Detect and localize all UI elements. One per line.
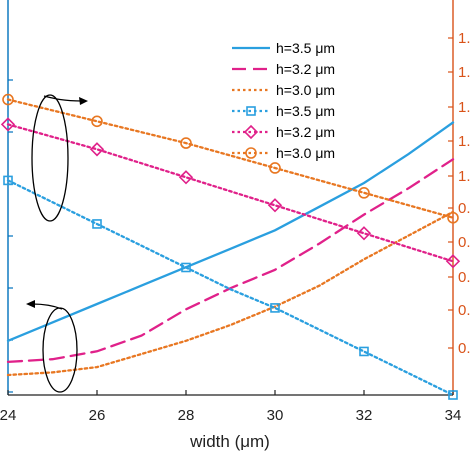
diamond-marker [178,170,194,185]
diamond-marker [356,226,372,241]
right-tick-label: 0. [458,340,471,357]
circle-marker [269,162,281,174]
right-tick-label: 1. [458,168,471,185]
square-marker [448,390,458,400]
x-tick-label: 32 [356,407,373,424]
legend-label: h=3.2 μm [276,61,335,77]
series-line-5 [6,98,455,219]
legend-label: h=3.5 μm [276,103,335,119]
right-tick-label: 1. [458,64,471,81]
diamond-marker [445,254,461,269]
circle-marker [91,115,103,128]
legend-label: h=3.0 μm [276,82,335,98]
series-line-0 [6,121,455,342]
right-tick-label: 0. [458,269,471,286]
circle-marker [447,211,459,224]
legend-label: h=3.2 μm [276,124,335,140]
series-line-2 [6,210,455,377]
series-line-4 [6,123,455,263]
circle-marker [180,137,192,149]
legend-label: h=3.5 μm [276,40,335,56]
square-marker [270,303,280,313]
right-tick-label: 1. [458,133,471,150]
annotation-ellipse [31,94,69,222]
arrow-right-icon [79,97,88,105]
right-tick-label: 0. [458,302,471,319]
right-tick-label: 0. [458,234,471,251]
square-marker [3,175,13,186]
diamond-marker [267,198,283,213]
x-tick-label: 28 [178,407,195,424]
right-tick-label: 1. [458,99,471,116]
legend-label: h=3.0 μm [276,145,335,161]
x-axis-label: width (μm) [189,432,270,451]
arrow-left-icon [26,300,35,308]
diamond-marker [89,142,105,157]
square-marker [181,262,191,273]
x-tick-label: 30 [267,407,284,424]
right-tick-label: 1. [458,30,471,47]
legend-marker [246,106,256,116]
circle-marker [2,93,14,106]
x-tick-label: 24 [0,407,16,424]
legend-marker [245,147,257,159]
diamond-marker [0,117,16,132]
circle-marker [358,187,370,199]
square-marker [359,346,369,357]
annotation-arrow-line [43,95,83,102]
legend-marker [243,124,259,140]
x-tick-label: 34 [445,407,462,424]
right-tick-label: 0. [458,200,471,217]
square-marker [92,219,102,229]
x-tick-label: 26 [89,407,106,424]
series-line-3 [6,179,455,397]
